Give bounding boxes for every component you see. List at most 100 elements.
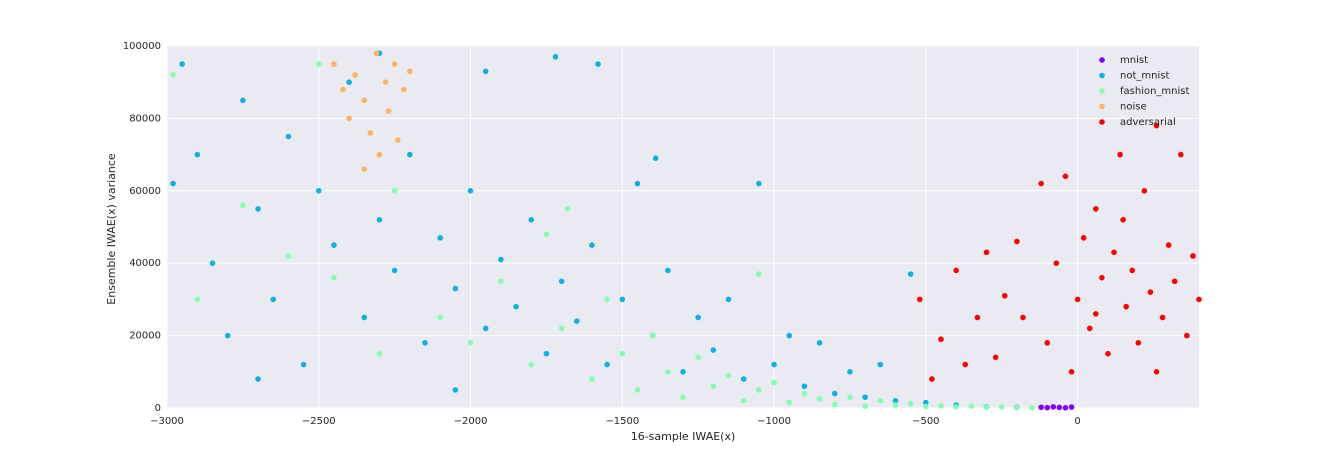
point: [1147, 289, 1154, 295]
point: [816, 340, 823, 346]
point: [331, 242, 337, 248]
point: [998, 404, 1005, 410]
point: [1020, 314, 1026, 321]
point: [1038, 180, 1044, 187]
point: [907, 400, 914, 407]
point: [786, 399, 793, 406]
point: [407, 151, 413, 158]
x-tick-label: −2000: [454, 416, 488, 427]
point: [1120, 216, 1126, 223]
legend-marker: [1099, 88, 1105, 94]
point: [1050, 404, 1057, 410]
point: [695, 314, 701, 321]
point: [1190, 253, 1196, 259]
point: [558, 278, 565, 285]
point: [634, 180, 641, 187]
point: [467, 340, 474, 346]
y-tick-label: 40000: [129, 258, 161, 269]
point: [385, 108, 392, 114]
point: [916, 296, 923, 303]
x-tick-label: −3000: [150, 416, 184, 427]
point: [1184, 332, 1190, 339]
point: [1129, 267, 1136, 274]
point: [352, 72, 358, 78]
point: [1177, 151, 1184, 158]
point: [331, 61, 337, 67]
point: [907, 271, 914, 277]
point: [1086, 325, 1093, 332]
point: [665, 369, 671, 375]
x-tick-label: −500: [912, 416, 939, 427]
point: [771, 379, 777, 386]
point: [452, 285, 459, 292]
legend-marker: [1099, 57, 1105, 63]
point: [179, 61, 185, 67]
point: [771, 361, 777, 368]
point: [1062, 405, 1069, 411]
point: [240, 97, 246, 104]
point: [862, 403, 868, 409]
point: [756, 180, 762, 187]
point: [552, 54, 559, 60]
point: [1044, 404, 1051, 411]
point: [1135, 340, 1142, 346]
point: [361, 166, 368, 172]
point: [1038, 404, 1044, 411]
point: [923, 399, 929, 406]
legend-marker: [1099, 103, 1105, 110]
point: [816, 396, 823, 402]
legend-label: not_mnist: [1120, 71, 1169, 82]
x-axis-label: 16-sample IWAE(x): [631, 430, 736, 443]
legend-label: fashion_mnist: [1120, 86, 1189, 97]
point: [710, 383, 717, 390]
point: [983, 249, 990, 256]
point: [528, 216, 535, 223]
point: [983, 404, 990, 411]
point: [1074, 296, 1081, 303]
point: [255, 376, 261, 382]
point: [847, 369, 853, 375]
y-tick-label: 20000: [129, 331, 161, 342]
point: [376, 216, 383, 223]
point: [938, 336, 944, 343]
point: [680, 394, 686, 400]
point: [1099, 274, 1105, 281]
point: [394, 137, 401, 143]
point: [953, 267, 959, 274]
point: [862, 394, 868, 400]
point: [968, 403, 975, 409]
point: [1029, 405, 1035, 411]
point: [315, 61, 322, 67]
point: [498, 256, 504, 263]
y-tick-label: 100000: [123, 41, 161, 52]
point: [482, 68, 489, 75]
point: [513, 303, 519, 310]
point: [619, 296, 626, 303]
point: [725, 296, 732, 303]
point: [929, 376, 935, 382]
point: [391, 188, 398, 194]
point: [740, 376, 747, 382]
point: [528, 361, 535, 368]
point: [801, 383, 808, 390]
point: [1093, 206, 1099, 212]
point: [974, 314, 981, 321]
point: [482, 325, 489, 332]
point: [831, 390, 838, 397]
point: [1014, 404, 1020, 411]
point: [1117, 151, 1123, 158]
point: [1196, 296, 1202, 303]
legend-marker: [1099, 72, 1105, 79]
point: [285, 253, 292, 259]
point: [710, 347, 717, 353]
point: [1001, 292, 1008, 299]
point: [756, 387, 762, 393]
y-tick-label: 0: [155, 403, 161, 414]
point: [1044, 340, 1051, 346]
x-tick-label: −1500: [605, 416, 639, 427]
point: [376, 151, 383, 158]
legend-label: mnist: [1120, 55, 1148, 66]
point: [740, 397, 747, 404]
point: [1053, 260, 1060, 267]
